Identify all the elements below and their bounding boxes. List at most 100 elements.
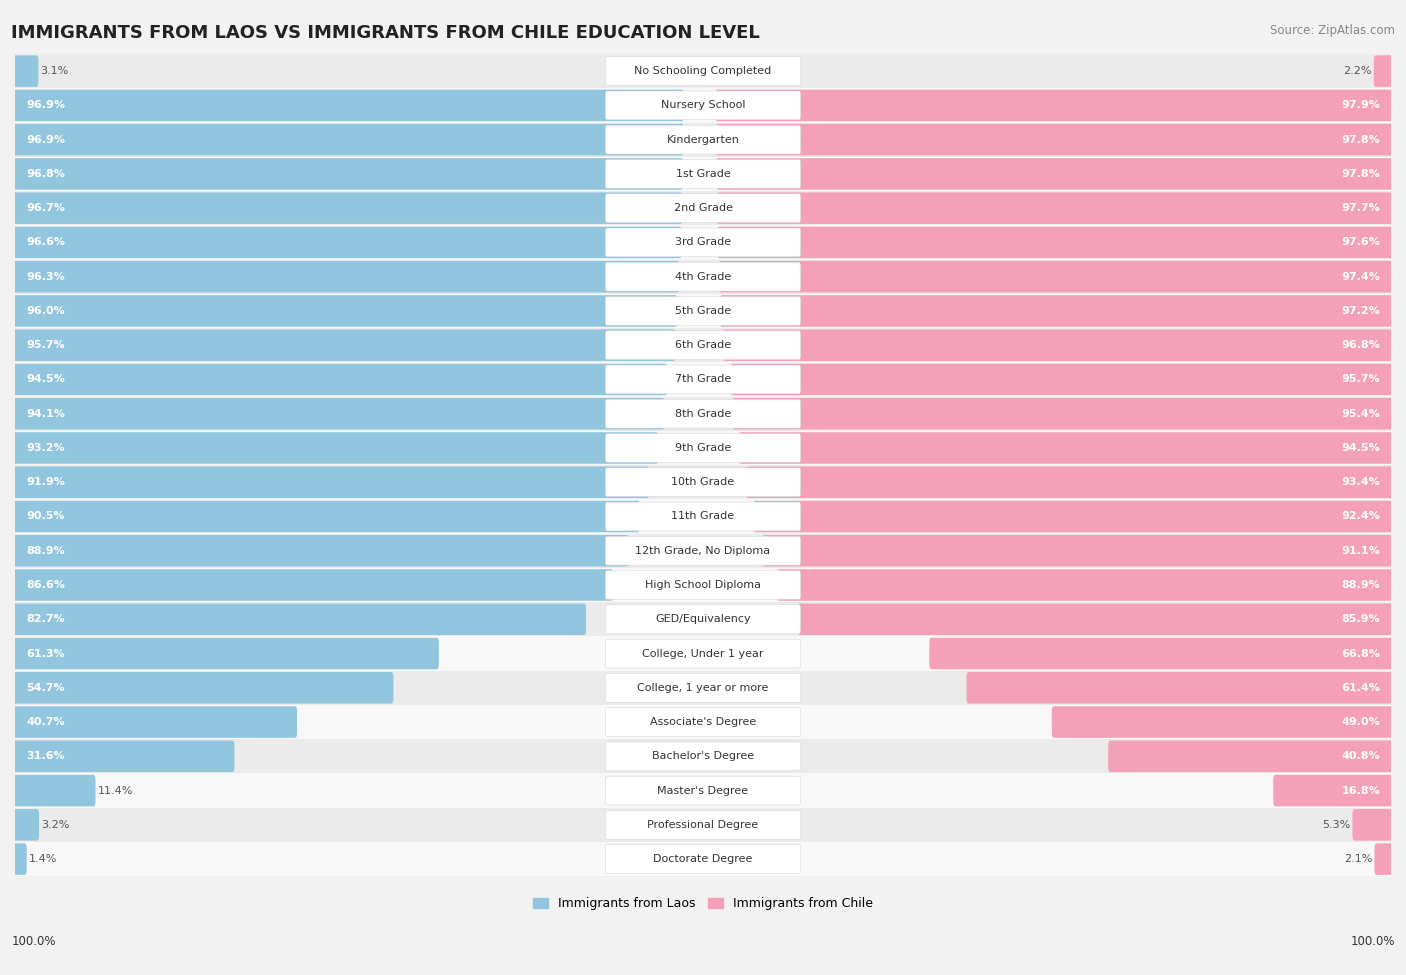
FancyBboxPatch shape [13, 90, 683, 121]
Text: 31.6%: 31.6% [25, 752, 65, 761]
Text: 90.5%: 90.5% [25, 512, 65, 522]
Text: 96.7%: 96.7% [25, 203, 65, 214]
FancyBboxPatch shape [1274, 775, 1393, 806]
FancyBboxPatch shape [13, 706, 297, 738]
FancyBboxPatch shape [1375, 843, 1393, 875]
Text: 91.9%: 91.9% [25, 477, 65, 488]
FancyBboxPatch shape [606, 674, 800, 702]
FancyBboxPatch shape [13, 501, 640, 532]
Text: 1.4%: 1.4% [28, 854, 58, 864]
Text: 97.8%: 97.8% [1341, 135, 1381, 144]
Text: Associate's Degree: Associate's Degree [650, 717, 756, 727]
Text: 94.5%: 94.5% [1341, 443, 1381, 453]
Text: 3.1%: 3.1% [41, 66, 69, 76]
Text: 3rd Grade: 3rd Grade [675, 238, 731, 248]
Text: 88.9%: 88.9% [25, 546, 65, 556]
Bar [15, 739, 1391, 773]
Text: 97.7%: 97.7% [1341, 203, 1381, 214]
Text: 54.7%: 54.7% [25, 682, 65, 693]
Bar [15, 293, 1391, 328]
Bar [15, 807, 1391, 842]
Bar [15, 54, 1391, 89]
Text: 93.4%: 93.4% [1341, 477, 1381, 488]
FancyBboxPatch shape [606, 400, 800, 428]
Bar [15, 637, 1391, 671]
Text: 1st Grade: 1st Grade [676, 169, 730, 178]
FancyBboxPatch shape [1052, 706, 1393, 738]
FancyBboxPatch shape [606, 502, 800, 530]
FancyBboxPatch shape [733, 398, 1393, 429]
Text: Doctorate Degree: Doctorate Degree [654, 854, 752, 864]
FancyBboxPatch shape [606, 776, 800, 805]
Text: 96.8%: 96.8% [25, 169, 65, 178]
FancyBboxPatch shape [716, 158, 1393, 190]
Text: 82.7%: 82.7% [25, 614, 65, 624]
Text: 9th Grade: 9th Grade [675, 443, 731, 453]
FancyBboxPatch shape [13, 535, 628, 566]
Text: 96.9%: 96.9% [25, 100, 65, 110]
Bar [15, 465, 1391, 499]
Text: 10th Grade: 10th Grade [672, 477, 734, 488]
FancyBboxPatch shape [13, 809, 39, 840]
Bar [15, 533, 1391, 567]
FancyBboxPatch shape [716, 90, 1393, 121]
FancyBboxPatch shape [606, 331, 800, 360]
FancyBboxPatch shape [13, 261, 679, 292]
FancyBboxPatch shape [606, 742, 800, 770]
Bar [15, 603, 1391, 637]
Text: No Schooling Completed: No Schooling Completed [634, 66, 772, 76]
FancyBboxPatch shape [1353, 809, 1393, 840]
FancyBboxPatch shape [717, 226, 1393, 258]
Text: 88.9%: 88.9% [1341, 580, 1381, 590]
FancyBboxPatch shape [606, 194, 800, 222]
FancyBboxPatch shape [606, 640, 800, 668]
FancyBboxPatch shape [716, 124, 1393, 155]
Bar [15, 191, 1391, 225]
Text: 100.0%: 100.0% [1350, 935, 1395, 948]
FancyBboxPatch shape [1374, 56, 1393, 87]
Text: 12th Grade, No Diploma: 12th Grade, No Diploma [636, 546, 770, 556]
FancyBboxPatch shape [13, 638, 439, 669]
Text: 7th Grade: 7th Grade [675, 374, 731, 384]
FancyBboxPatch shape [13, 56, 38, 87]
Bar [15, 397, 1391, 431]
FancyBboxPatch shape [754, 501, 1393, 532]
Legend: Immigrants from Laos, Immigrants from Chile: Immigrants from Laos, Immigrants from Ch… [529, 892, 877, 916]
Text: 85.9%: 85.9% [1341, 614, 1381, 624]
Text: 2.1%: 2.1% [1344, 854, 1372, 864]
FancyBboxPatch shape [799, 604, 1393, 635]
Text: 91.1%: 91.1% [1341, 546, 1381, 556]
Text: College, 1 year or more: College, 1 year or more [637, 682, 769, 693]
Text: 11th Grade: 11th Grade [672, 512, 734, 522]
Text: 2.2%: 2.2% [1343, 66, 1372, 76]
Text: 16.8%: 16.8% [1341, 786, 1381, 796]
Text: 40.7%: 40.7% [25, 717, 65, 727]
Text: 96.6%: 96.6% [25, 238, 65, 248]
Text: Bachelor's Degree: Bachelor's Degree [652, 752, 754, 761]
Text: 97.8%: 97.8% [1341, 169, 1381, 178]
FancyBboxPatch shape [13, 330, 675, 361]
Text: 94.5%: 94.5% [25, 374, 65, 384]
FancyBboxPatch shape [13, 466, 650, 498]
Text: 61.4%: 61.4% [1341, 682, 1381, 693]
FancyBboxPatch shape [606, 296, 800, 326]
FancyBboxPatch shape [13, 226, 682, 258]
FancyBboxPatch shape [718, 261, 1393, 292]
FancyBboxPatch shape [606, 91, 800, 120]
Text: 95.7%: 95.7% [25, 340, 65, 350]
FancyBboxPatch shape [1108, 741, 1393, 772]
FancyBboxPatch shape [13, 432, 658, 464]
FancyBboxPatch shape [738, 432, 1393, 464]
FancyBboxPatch shape [747, 466, 1393, 498]
FancyBboxPatch shape [723, 330, 1393, 361]
Text: Master's Degree: Master's Degree [658, 786, 748, 796]
FancyBboxPatch shape [13, 672, 394, 704]
FancyBboxPatch shape [731, 364, 1393, 395]
FancyBboxPatch shape [606, 228, 800, 256]
Text: 94.1%: 94.1% [25, 409, 65, 418]
FancyBboxPatch shape [966, 672, 1393, 704]
Text: 5th Grade: 5th Grade [675, 306, 731, 316]
FancyBboxPatch shape [13, 124, 683, 155]
Text: High School Diploma: High School Diploma [645, 580, 761, 590]
FancyBboxPatch shape [720, 295, 1393, 327]
